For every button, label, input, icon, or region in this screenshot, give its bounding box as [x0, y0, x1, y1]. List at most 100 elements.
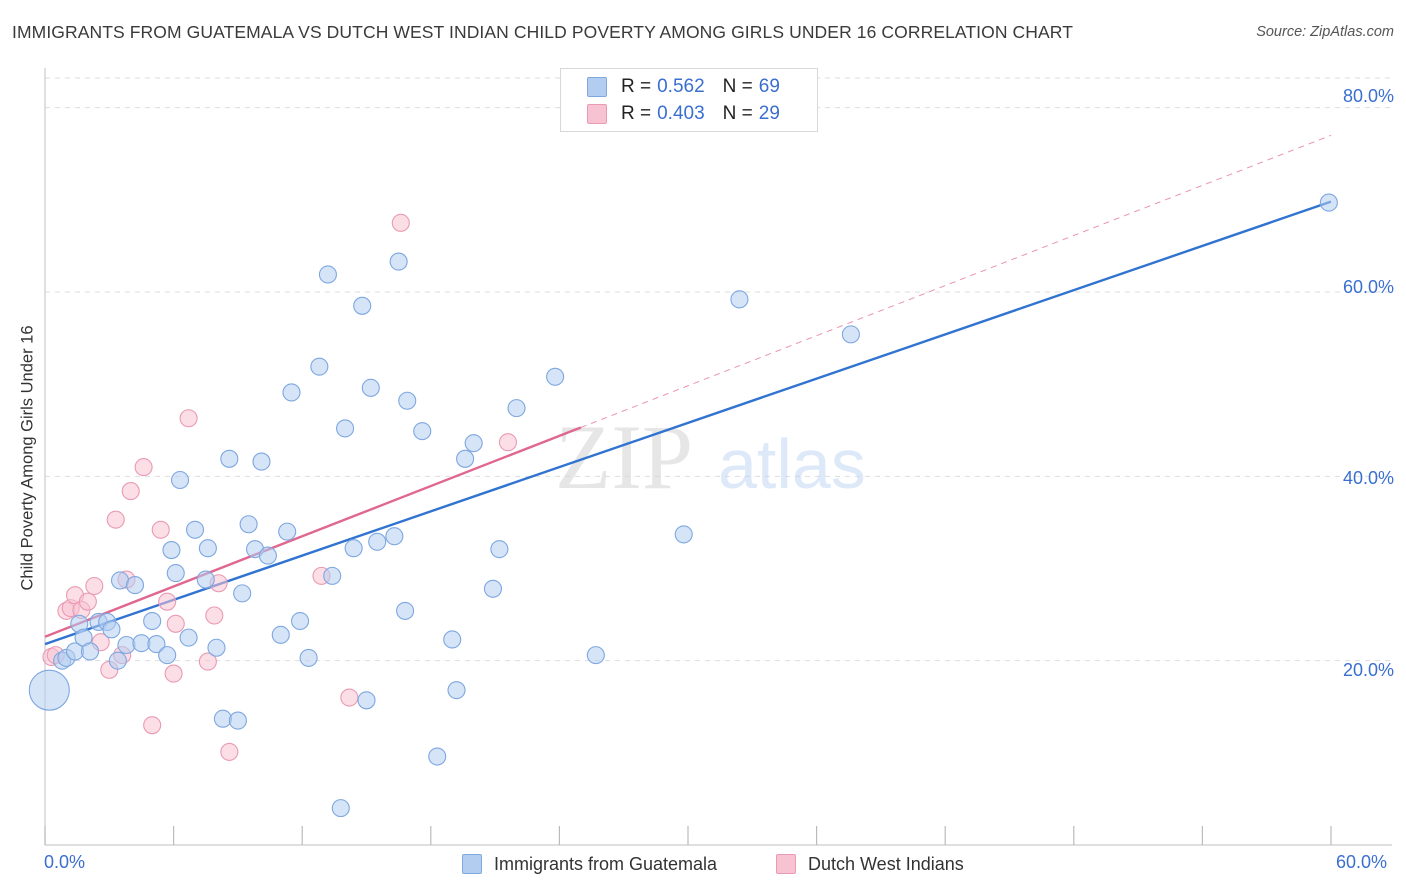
watermark-zip: ZIP	[555, 406, 693, 508]
legend-n-value-guatemala: 69	[758, 76, 780, 97]
guatemala-point	[357, 691, 376, 710]
bottom-legend-dutch: Dutch West Indians	[776, 852, 964, 876]
guatemala-point	[428, 747, 447, 766]
guatemala-point	[396, 601, 415, 620]
dutch-point	[340, 688, 359, 707]
grid-layer	[44, 68, 1392, 846]
legend-r-label: R =	[621, 76, 652, 97]
legend-r-value-guatemala: 0.562	[657, 76, 705, 97]
guatemala-point	[323, 566, 342, 585]
legend-r-label: R =	[621, 103, 652, 124]
guatemala-point	[213, 709, 232, 728]
guatemala-point	[443, 630, 462, 649]
dutch-point	[134, 458, 153, 477]
blue-swatch	[462, 854, 482, 874]
guatemala-point	[344, 539, 363, 558]
guatemala-point	[102, 620, 121, 639]
guatemala-point	[196, 570, 215, 589]
dutch-point	[179, 409, 198, 428]
guatemala-point	[413, 422, 432, 441]
guatemala-point	[490, 540, 509, 559]
guatemala-point	[239, 515, 258, 534]
guatemala-point	[318, 265, 337, 284]
guatemala-point	[368, 532, 387, 551]
guatemala-points	[28, 193, 1338, 818]
dutch-point	[205, 606, 224, 625]
dutch-point	[78, 592, 97, 611]
guatemala-point	[166, 564, 185, 583]
dutch-point	[166, 614, 185, 633]
guatemala-point	[170, 470, 190, 490]
dutch-point	[164, 664, 183, 683]
guatemala-point	[271, 625, 290, 644]
guatemala-point	[586, 646, 605, 665]
guatemala-point	[674, 525, 693, 544]
guatemala-point	[125, 576, 145, 595]
guatemala-point	[456, 449, 475, 468]
guatemala-point	[110, 571, 130, 590]
guatemala-point	[143, 611, 162, 631]
y-tick-label-20: 20.0%	[1342, 660, 1394, 680]
guatemala-point	[447, 681, 466, 700]
dutch-point	[85, 576, 104, 596]
bottom-legend-label-guatemala: Immigrants from Guatemala	[494, 853, 718, 874]
dutch-point	[106, 510, 125, 529]
dutch-point	[143, 716, 162, 735]
y-tick-label-40: 40.0%	[1342, 468, 1394, 488]
guatemala-point	[80, 642, 100, 661]
guatemala-point	[282, 383, 301, 402]
guatemala-point	[179, 628, 198, 647]
guatemala-point	[147, 635, 166, 654]
guatemala-point	[207, 638, 226, 657]
guatemala-point	[252, 452, 271, 471]
pink-swatch	[587, 104, 607, 124]
bottom-legend-label-dutch: Dutch West Indians	[808, 853, 964, 874]
guatemala-point	[1319, 193, 1338, 212]
guatemala-point	[361, 378, 380, 397]
bottom-legend-guatemala: Immigrants from Guatemala	[462, 852, 717, 876]
guatemala-point	[162, 541, 181, 560]
guatemala-point	[108, 651, 127, 670]
dutch-point	[498, 433, 518, 452]
trend-line-dutch-extension	[580, 134, 1332, 428]
source-credit: Source: ZipAtlas.com	[1256, 24, 1394, 40]
guatemala-point	[220, 449, 239, 468]
guatemala-point	[398, 391, 417, 410]
guatemala-point	[299, 648, 318, 667]
guatemala-point	[336, 419, 355, 438]
guatemala-point	[546, 367, 565, 386]
legend-n-label: N =	[722, 103, 753, 124]
guatemala-point	[185, 520, 205, 539]
y-tick-label-60: 60.0%	[1342, 277, 1394, 297]
guatemala-point	[258, 546, 277, 565]
guatemala-point	[291, 611, 310, 631]
dutch-point	[391, 213, 410, 232]
guatemala-point	[464, 434, 483, 453]
pink-swatch	[776, 854, 796, 874]
dutch-point	[198, 652, 217, 671]
chart-title: IMMIGRANTS FROM GUATEMALA VS DUTCH WEST …	[12, 22, 1074, 42]
watermark-atlas: atlas	[718, 425, 866, 503]
blue-swatch	[587, 77, 607, 97]
guatemala-point	[158, 646, 177, 665]
dutch-point	[151, 520, 170, 539]
x-tick-label-left: 0.0%	[44, 852, 86, 872]
guatemala-point	[507, 399, 526, 418]
legend-row-dutch: R = 0.403 N = 29	[587, 101, 780, 127]
guatemala-point	[28, 669, 70, 711]
trend-line-guatemala	[44, 200, 1332, 646]
guatemala-point	[117, 635, 136, 655]
guatemala-point	[331, 799, 350, 818]
dutch-point	[158, 592, 177, 611]
y-tick-label-80: 80.0%	[1342, 86, 1394, 106]
guatemala-point	[228, 711, 247, 730]
guatemala-point	[132, 634, 151, 653]
guatemala-point	[385, 527, 404, 546]
legend-n-value-dutch: 29	[758, 103, 780, 124]
guatemala-point	[233, 584, 252, 603]
guatemala-point	[278, 522, 297, 541]
trend-line-dutch	[44, 426, 582, 638]
trend-layer	[44, 134, 1332, 646]
legend-r-value-dutch: 0.403	[657, 103, 705, 124]
